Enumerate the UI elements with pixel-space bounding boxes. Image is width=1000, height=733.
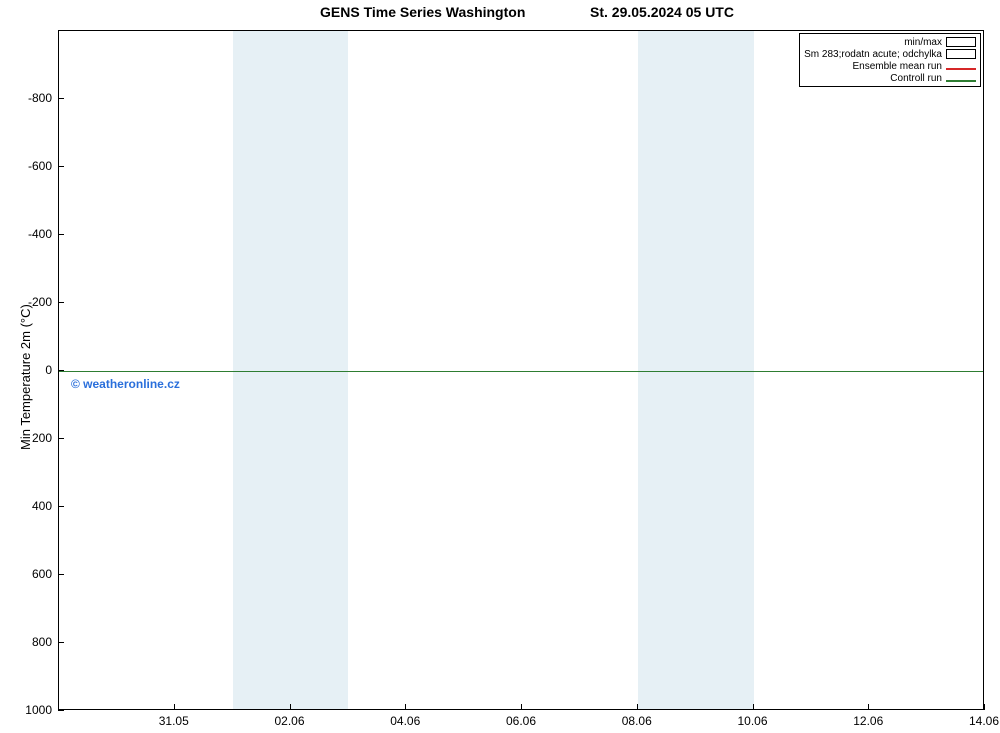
y-tick [58,710,64,711]
plot-area: © weatheronline.cz min/maxSm 283;rodatn … [58,30,984,710]
x-tick-label: 31.05 [159,714,189,728]
x-tick-label: 12.06 [853,714,883,728]
y-tick-label: -800 [12,91,52,105]
chart-title-right: St. 29.05.2024 05 UTC [590,4,734,20]
legend-item: Controll run [804,72,976,84]
x-tick [868,704,869,710]
y-tick-label: -200 [12,295,52,309]
y-tick [58,98,64,99]
x-tick-label: 06.06 [506,714,536,728]
x-tick-label: 14.06 [969,714,999,728]
y-tick-label: -400 [12,227,52,241]
legend-swatch [946,68,976,70]
y-tick [58,370,64,371]
x-tick-label: 10.06 [737,714,767,728]
x-tick-label: 04.06 [390,714,420,728]
x-tick-label: 02.06 [274,714,304,728]
chart-title-left: GENS Time Series Washington [320,4,525,20]
x-tick [405,704,406,710]
y-tick-label: 200 [12,431,52,445]
x-tick-label: 08.06 [622,714,652,728]
legend-label: Ensemble mean run [853,61,943,72]
y-tick [58,302,64,303]
y-tick [58,234,64,235]
y-axis-label: Min Temperature 2m (°C) [18,304,33,450]
legend-label: min/max [904,37,942,48]
x-tick [521,704,522,710]
legend-swatch [946,80,976,82]
y-tick-label: 800 [12,635,52,649]
y-tick-label: -600 [12,159,52,173]
y-tick [58,574,64,575]
weekend-band [233,31,349,709]
chart-container: GENS Time Series Washington St. 29.05.20… [0,0,1000,733]
watermark: © weatheronline.cz [71,377,180,391]
x-tick [290,704,291,710]
legend: min/maxSm 283;rodatn acute; odchylkaEnse… [799,33,981,87]
y-tick-label: 400 [12,499,52,513]
y-tick-label: 0 [12,363,52,377]
x-tick [174,704,175,710]
y-tick-label: 1000 [12,703,52,717]
y-tick [58,438,64,439]
legend-label: Sm 283;rodatn acute; odchylka [804,49,942,60]
legend-item: Sm 283;rodatn acute; odchylka [804,48,976,60]
legend-swatch [946,37,976,47]
y-tick [58,506,64,507]
y-tick-label: 600 [12,567,52,581]
legend-label: Controll run [890,73,942,84]
legend-item: Ensemble mean run [804,60,976,72]
x-tick [984,704,985,710]
y-tick [58,642,64,643]
legend-swatch [946,49,976,59]
weekend-band [638,31,754,709]
y-tick [58,166,64,167]
x-tick [753,704,754,710]
legend-item: min/max [804,36,976,48]
x-tick [637,704,638,710]
zero-line [59,371,983,372]
